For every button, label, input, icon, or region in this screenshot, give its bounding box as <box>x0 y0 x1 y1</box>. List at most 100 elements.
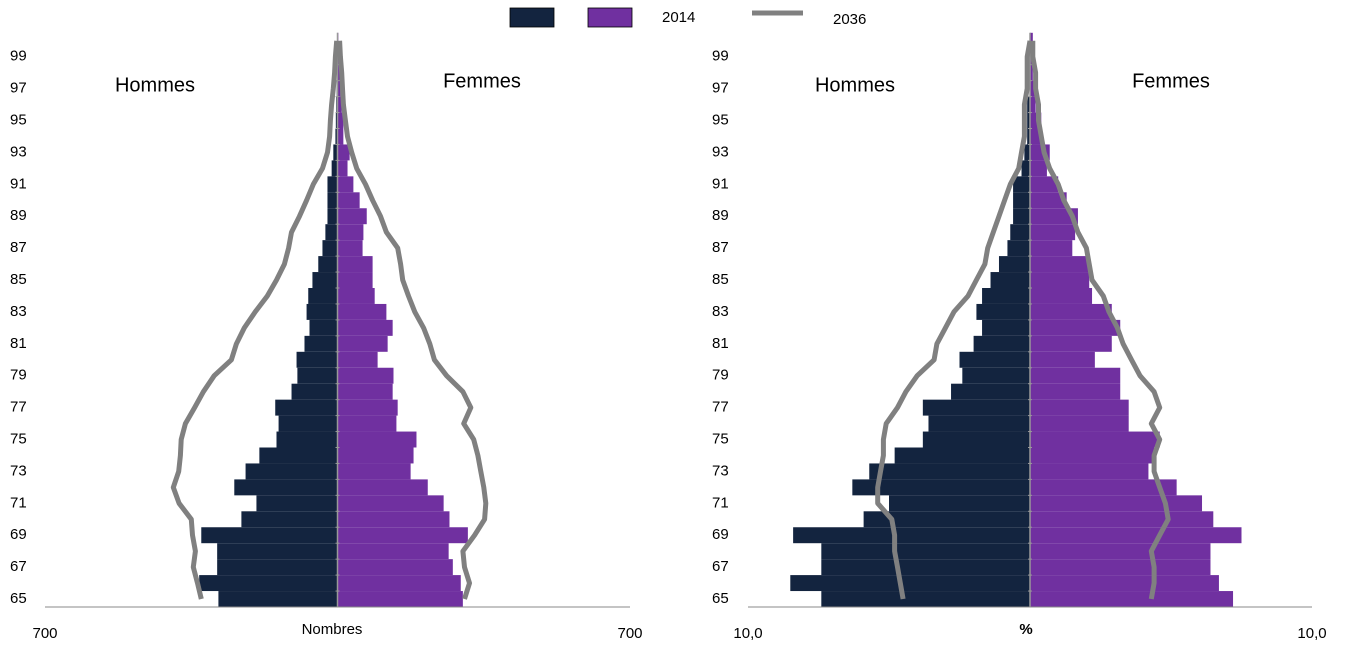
bar <box>337 272 373 288</box>
bar <box>976 303 1030 320</box>
bar <box>278 415 338 432</box>
bar <box>312 272 338 288</box>
y-tick-label: 81 <box>712 335 729 352</box>
y-tick-label: 71 <box>10 494 27 511</box>
bar <box>1030 335 1112 352</box>
bar <box>1030 383 1121 400</box>
bar <box>889 495 1030 512</box>
bar <box>337 112 344 129</box>
legend-swatch <box>509 7 555 28</box>
bar <box>333 144 338 161</box>
bar <box>928 415 1030 432</box>
bar <box>318 256 338 273</box>
bar <box>1013 208 1030 225</box>
bar <box>337 479 428 496</box>
y-tick-label: 75 <box>712 430 729 447</box>
bar <box>337 144 350 161</box>
bar <box>327 192 338 209</box>
bar <box>1030 160 1047 177</box>
bar <box>982 288 1030 304</box>
bar <box>327 176 338 193</box>
y-tick-label: 83 <box>10 303 27 320</box>
bar <box>1030 399 1129 416</box>
y-tick-label: 95 <box>10 111 27 128</box>
y-tick-label: 95 <box>712 111 729 128</box>
bar <box>241 511 338 528</box>
bar <box>337 431 417 448</box>
bar <box>821 543 1030 560</box>
y-tick-label: 89 <box>10 207 27 224</box>
bar <box>337 224 364 241</box>
bar <box>962 367 1030 384</box>
bar <box>337 511 450 528</box>
bar <box>297 367 338 384</box>
bar <box>1030 575 1219 592</box>
bar <box>234 479 338 496</box>
y-tick-label: 67 <box>10 558 27 575</box>
bar <box>1030 431 1160 448</box>
bar <box>1030 272 1090 288</box>
y-tick-label: 87 <box>712 239 729 256</box>
bar <box>335 128 338 145</box>
legend-label: 2014 <box>662 9 695 26</box>
y-tick-label: 81 <box>10 335 27 352</box>
bar <box>218 591 338 607</box>
line-2036 <box>1030 40 1171 600</box>
bar <box>308 288 338 304</box>
bar <box>1030 240 1073 257</box>
bar <box>1030 80 1036 97</box>
bar <box>1030 543 1211 560</box>
y-tick-label: 87 <box>10 239 27 256</box>
bar <box>276 431 338 448</box>
bar <box>245 463 338 480</box>
y-tick-label: 93 <box>712 143 729 160</box>
bar <box>1021 160 1030 177</box>
bar <box>337 399 398 416</box>
y-tick-label: 93 <box>10 143 27 160</box>
bar <box>922 399 1030 416</box>
y-tick-label: 73 <box>712 462 729 479</box>
bar <box>894 447 1030 464</box>
bar <box>331 160 338 177</box>
bar <box>337 463 411 480</box>
bar <box>1030 511 1214 528</box>
bar <box>1030 32 1033 49</box>
line-2036 <box>875 40 1033 600</box>
x-axis-label: Nombres <box>302 621 363 638</box>
bar <box>951 383 1030 400</box>
bar <box>275 399 338 416</box>
bar <box>1030 495 1203 512</box>
bar <box>304 335 338 352</box>
bar <box>337 64 340 81</box>
bar <box>337 80 341 97</box>
bar <box>1010 224 1030 241</box>
y-tick-label: 85 <box>712 271 729 288</box>
bar <box>973 335 1030 352</box>
bar <box>337 240 363 257</box>
bar <box>959 351 1030 368</box>
bar <box>1030 176 1059 193</box>
bar <box>821 559 1030 576</box>
bar <box>337 447 414 464</box>
bar <box>337 335 388 352</box>
bar <box>922 431 1030 448</box>
bar <box>1007 240 1030 257</box>
y-tick-label: 83 <box>712 303 729 320</box>
bar <box>1030 224 1076 241</box>
bar <box>1030 559 1211 576</box>
bar <box>325 224 338 241</box>
bar <box>309 319 338 336</box>
bar <box>821 591 1030 607</box>
bar <box>1027 96 1030 113</box>
bar <box>337 495 444 512</box>
bar <box>1027 128 1030 145</box>
x-tick-label: 700 <box>32 625 57 642</box>
bar <box>1030 367 1121 384</box>
bar <box>337 559 453 576</box>
x-tick-label: 10,0 <box>733 625 762 642</box>
bar <box>1030 447 1155 464</box>
bar <box>337 575 461 592</box>
bar <box>337 288 375 304</box>
bar <box>335 112 338 129</box>
line-2036 <box>170 40 340 600</box>
